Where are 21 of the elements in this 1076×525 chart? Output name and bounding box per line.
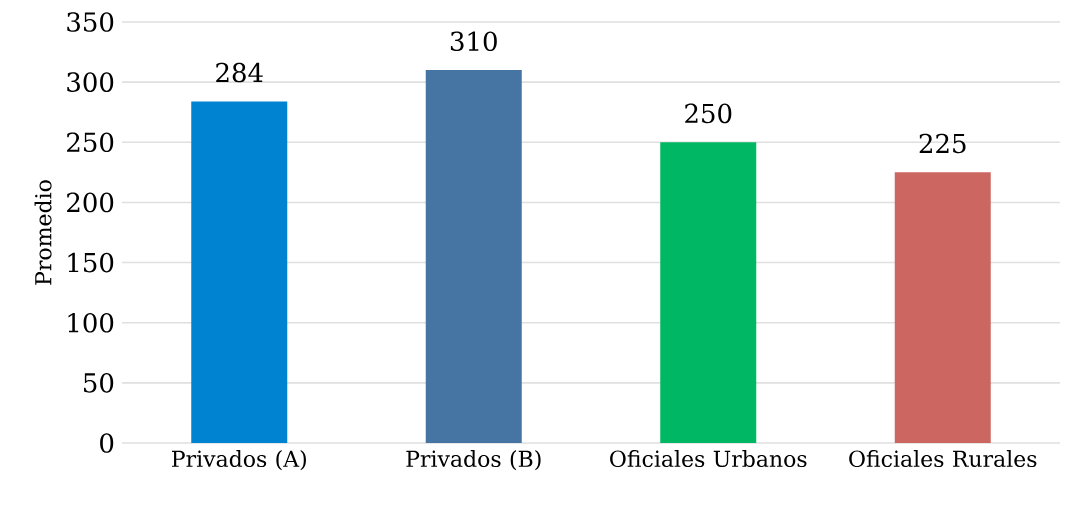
- y-tick-label: 300: [67, 72, 114, 92]
- bar: [660, 142, 757, 443]
- y-tick-label: 350: [67, 12, 114, 32]
- y-tick-label: 0: [100, 433, 114, 453]
- x-tick-label: Privados (A): [172, 450, 306, 471]
- data-label: 310: [450, 31, 497, 52]
- x-tick-label: Oficiales Urbanos: [610, 450, 807, 468]
- bar: [894, 172, 991, 443]
- y-tick-label: 50: [84, 373, 114, 393]
- data-label: 284: [216, 62, 263, 83]
- x-tick-label: Oficiales Rurales: [849, 450, 1037, 468]
- y-tick-label: 150: [68, 252, 114, 273]
- data-label: 250: [685, 103, 732, 124]
- y-tick-label: 100: [68, 312, 114, 333]
- data-label: 225: [919, 133, 966, 154]
- bar: [425, 70, 522, 443]
- x-tick-label: Privados (B): [406, 450, 541, 471]
- bar: [191, 101, 288, 443]
- y-axis-title: Promedio: [34, 180, 52, 285]
- y-tick-label: 200: [67, 192, 114, 213]
- y-tick-label: 250: [67, 132, 114, 153]
